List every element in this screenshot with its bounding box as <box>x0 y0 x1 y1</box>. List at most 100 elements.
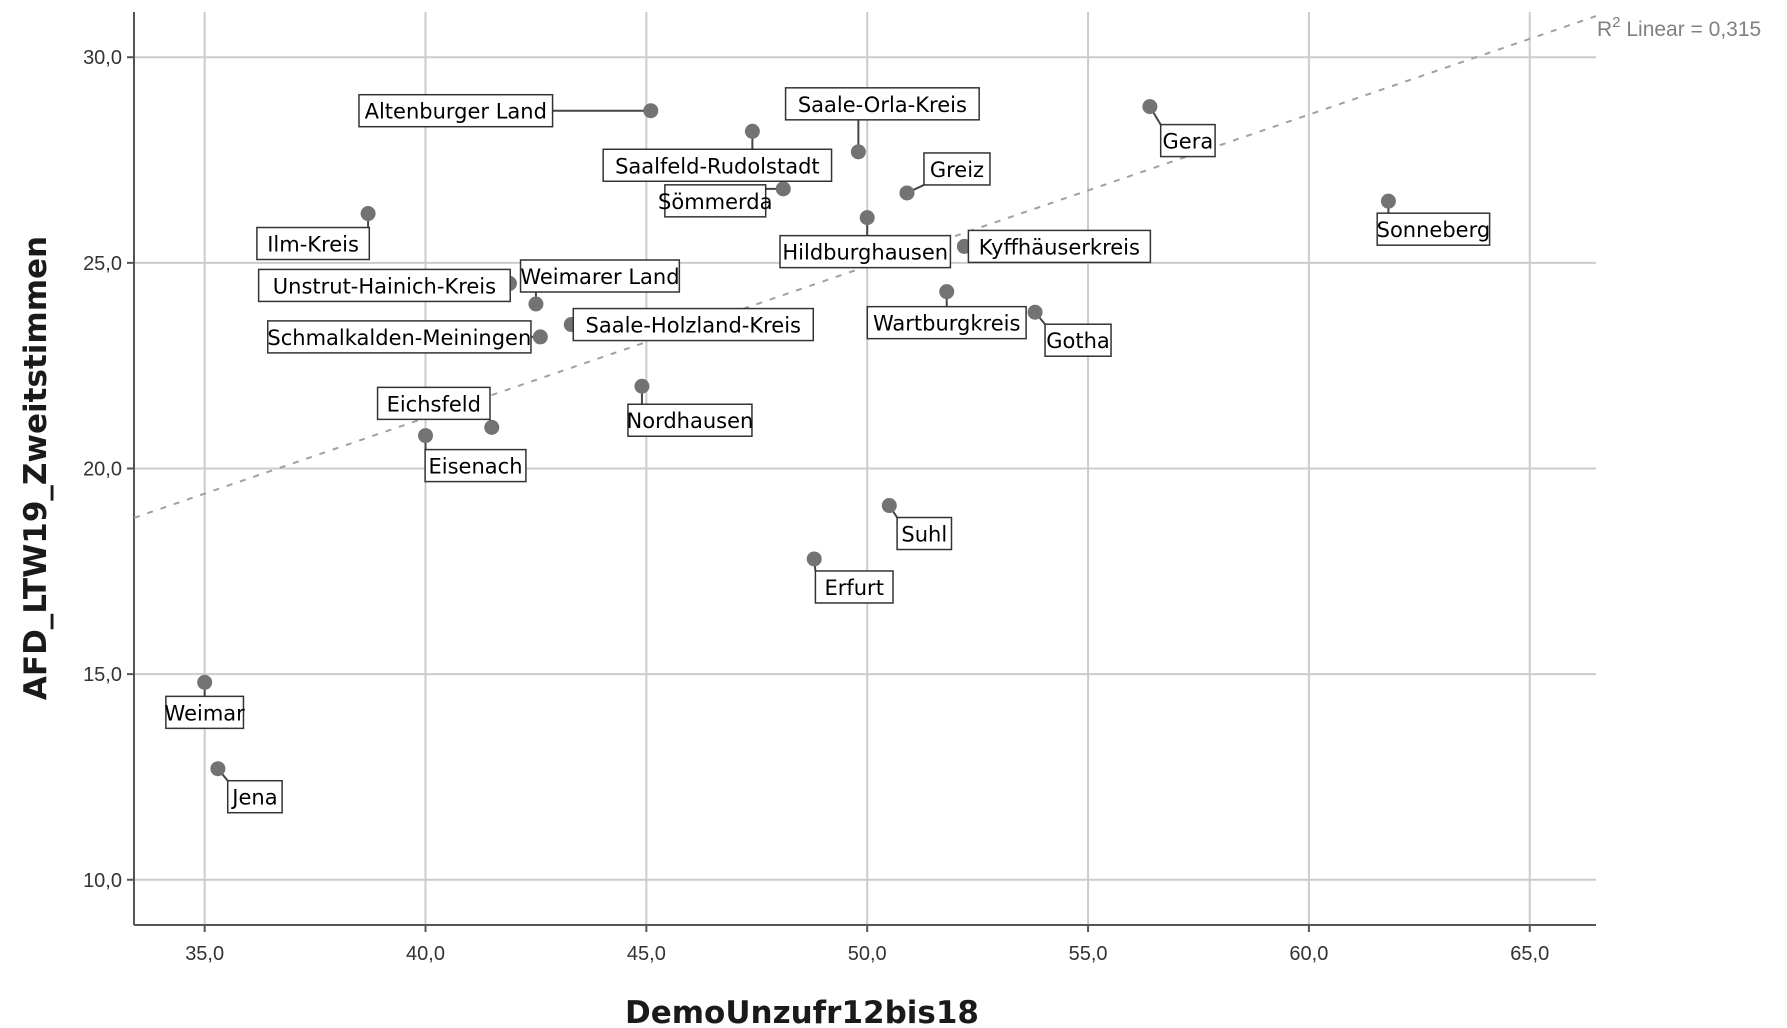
point-label: Greiz <box>930 158 984 182</box>
point-label: Eichsfeld <box>387 392 481 416</box>
point-label: Erfurt <box>824 576 883 600</box>
label-leaders <box>203 106 1390 782</box>
label-box-frame <box>572 307 815 342</box>
scatter-point <box>634 378 650 394</box>
x-tick-label: 40,0 <box>406 943 445 965</box>
label-box-frame <box>424 448 527 483</box>
x-tick-label: 45,0 <box>627 943 666 965</box>
point-label: Gera <box>1163 130 1214 154</box>
point-label: Eisenach <box>429 455 523 479</box>
point-label-box: Schmalkalden-Meiningen <box>267 320 532 354</box>
point-label: Nordhausen <box>627 409 754 433</box>
point-label-box: Weimar <box>165 695 246 730</box>
label-box-frame <box>256 226 371 261</box>
label-box-frame <box>866 305 1027 340</box>
label-box-frame <box>967 229 1152 264</box>
point-label: Saale-Holzland-Kreis <box>586 314 801 338</box>
label-box-frame <box>923 152 991 186</box>
label-box-frame <box>358 93 554 128</box>
data-points <box>197 99 1396 777</box>
scatter-point <box>806 551 822 567</box>
point-label-box: Nordhausen <box>627 403 754 437</box>
point-label-box: Erfurt <box>814 570 894 604</box>
point-label-box: Hildburghausen <box>779 234 952 269</box>
point-label: Ilm-Kreis <box>267 233 359 257</box>
label-box-frame <box>602 148 833 183</box>
fit-label-exponent: 2 <box>1612 14 1620 31</box>
label-box-frame <box>1159 123 1216 158</box>
point-label-box: Altenburger Land <box>358 93 554 128</box>
point-label: Gotha <box>1046 329 1110 353</box>
label-box-frame <box>519 259 681 293</box>
x-tick-label: 35,0 <box>185 943 224 965</box>
point-label-box: Saalfeld-Rudolstadt <box>602 148 833 183</box>
label-box-frame <box>226 779 283 814</box>
point-label-box: Greiz <box>923 152 991 186</box>
scatter-point <box>1027 304 1043 320</box>
y-tick-label: 15,0 <box>83 664 122 686</box>
point-label: Unstrut-Hainich-Kreis <box>273 274 496 298</box>
scatter-point <box>899 185 915 201</box>
point-label: Suhl <box>901 523 947 547</box>
scatter-point <box>210 761 226 777</box>
x-axis-title: DemoUnzufr12bis18 <box>625 995 979 1028</box>
scatter-point <box>744 123 760 139</box>
scatter-point <box>360 206 376 222</box>
label-box-frame <box>627 403 753 437</box>
scatter-point <box>197 674 213 690</box>
point-label-box: Unstrut-Hainich-Kreis <box>257 268 511 303</box>
y-axis-title: AFD_LTW19_Zweitstimmen <box>18 236 54 700</box>
point-label: Altenburger Land <box>365 100 547 124</box>
x-tick-label: 65,0 <box>1510 943 1549 965</box>
point-label: Weimar <box>165 701 246 725</box>
label-box-frame <box>165 695 245 730</box>
fit-label-prefix: R <box>1597 18 1612 41</box>
point-label-box: Kyffhäuserkreis <box>967 229 1152 264</box>
point-label-box: Sonneberg <box>1376 212 1491 246</box>
point-label: Sömmerda <box>658 190 772 214</box>
scatter-point <box>484 419 500 435</box>
point-label: Jena <box>230 786 277 810</box>
scatter-point <box>1380 193 1396 209</box>
label-box-frame <box>784 87 980 121</box>
point-label-box: Wartburgkreis <box>866 305 1027 340</box>
axis-ticks: 35,0 40,0 45,0 50,0 55,0 60,0 65,0 10,0 15,0 20,0… <box>83 47 1549 965</box>
scatter-point <box>528 296 544 312</box>
point-label-box: Weimarer Land <box>519 259 681 293</box>
point-label-box: Eichsfeld <box>376 386 491 421</box>
point-label-box: Gera <box>1159 123 1216 158</box>
y-tick-label: 25,0 <box>83 253 122 275</box>
point-label: Wartburgkreis <box>873 312 1020 336</box>
x-tick-label: 50,0 <box>848 943 887 965</box>
label-box-frame <box>376 386 491 421</box>
label-box-frame <box>814 570 894 604</box>
point-label: Weimarer Land <box>520 265 679 289</box>
fit-label-text: Linear = 0,315 <box>1621 18 1762 41</box>
scatter-point <box>775 181 791 197</box>
point-label-box: Ilm-Kreis <box>256 226 371 261</box>
scatter-point <box>418 428 434 444</box>
x-tick-label: 60,0 <box>1289 943 1328 965</box>
point-label: Saale-Orla-Kreis <box>798 93 967 117</box>
y-tick-label: 20,0 <box>83 459 122 481</box>
scatter-point <box>881 498 897 514</box>
point-label: Schmalkalden-Meiningen <box>267 326 531 350</box>
scatter-point <box>1142 99 1158 115</box>
scatter-point <box>859 210 875 226</box>
point-label-box: Saale-Holzland-Kreis <box>572 307 815 342</box>
scatter-point <box>643 103 659 119</box>
label-box-frame <box>1376 212 1491 246</box>
point-label-box: Eisenach <box>424 448 527 483</box>
point-label-box: Gotha <box>1044 323 1112 357</box>
scatter-point <box>532 329 548 345</box>
y-tick-label: 10,0 <box>83 870 122 892</box>
point-label: Kyffhäuserkreis <box>979 235 1140 259</box>
label-box-frame <box>896 516 953 551</box>
x-tick-label: 55,0 <box>1069 943 1108 965</box>
scatter-point <box>850 144 866 160</box>
scatter-point <box>939 284 955 300</box>
label-box-frame <box>267 320 532 354</box>
y-tick-label: 30,0 <box>83 47 122 69</box>
fit-line-label: R2 Linear = 0,315 <box>1597 14 1761 41</box>
